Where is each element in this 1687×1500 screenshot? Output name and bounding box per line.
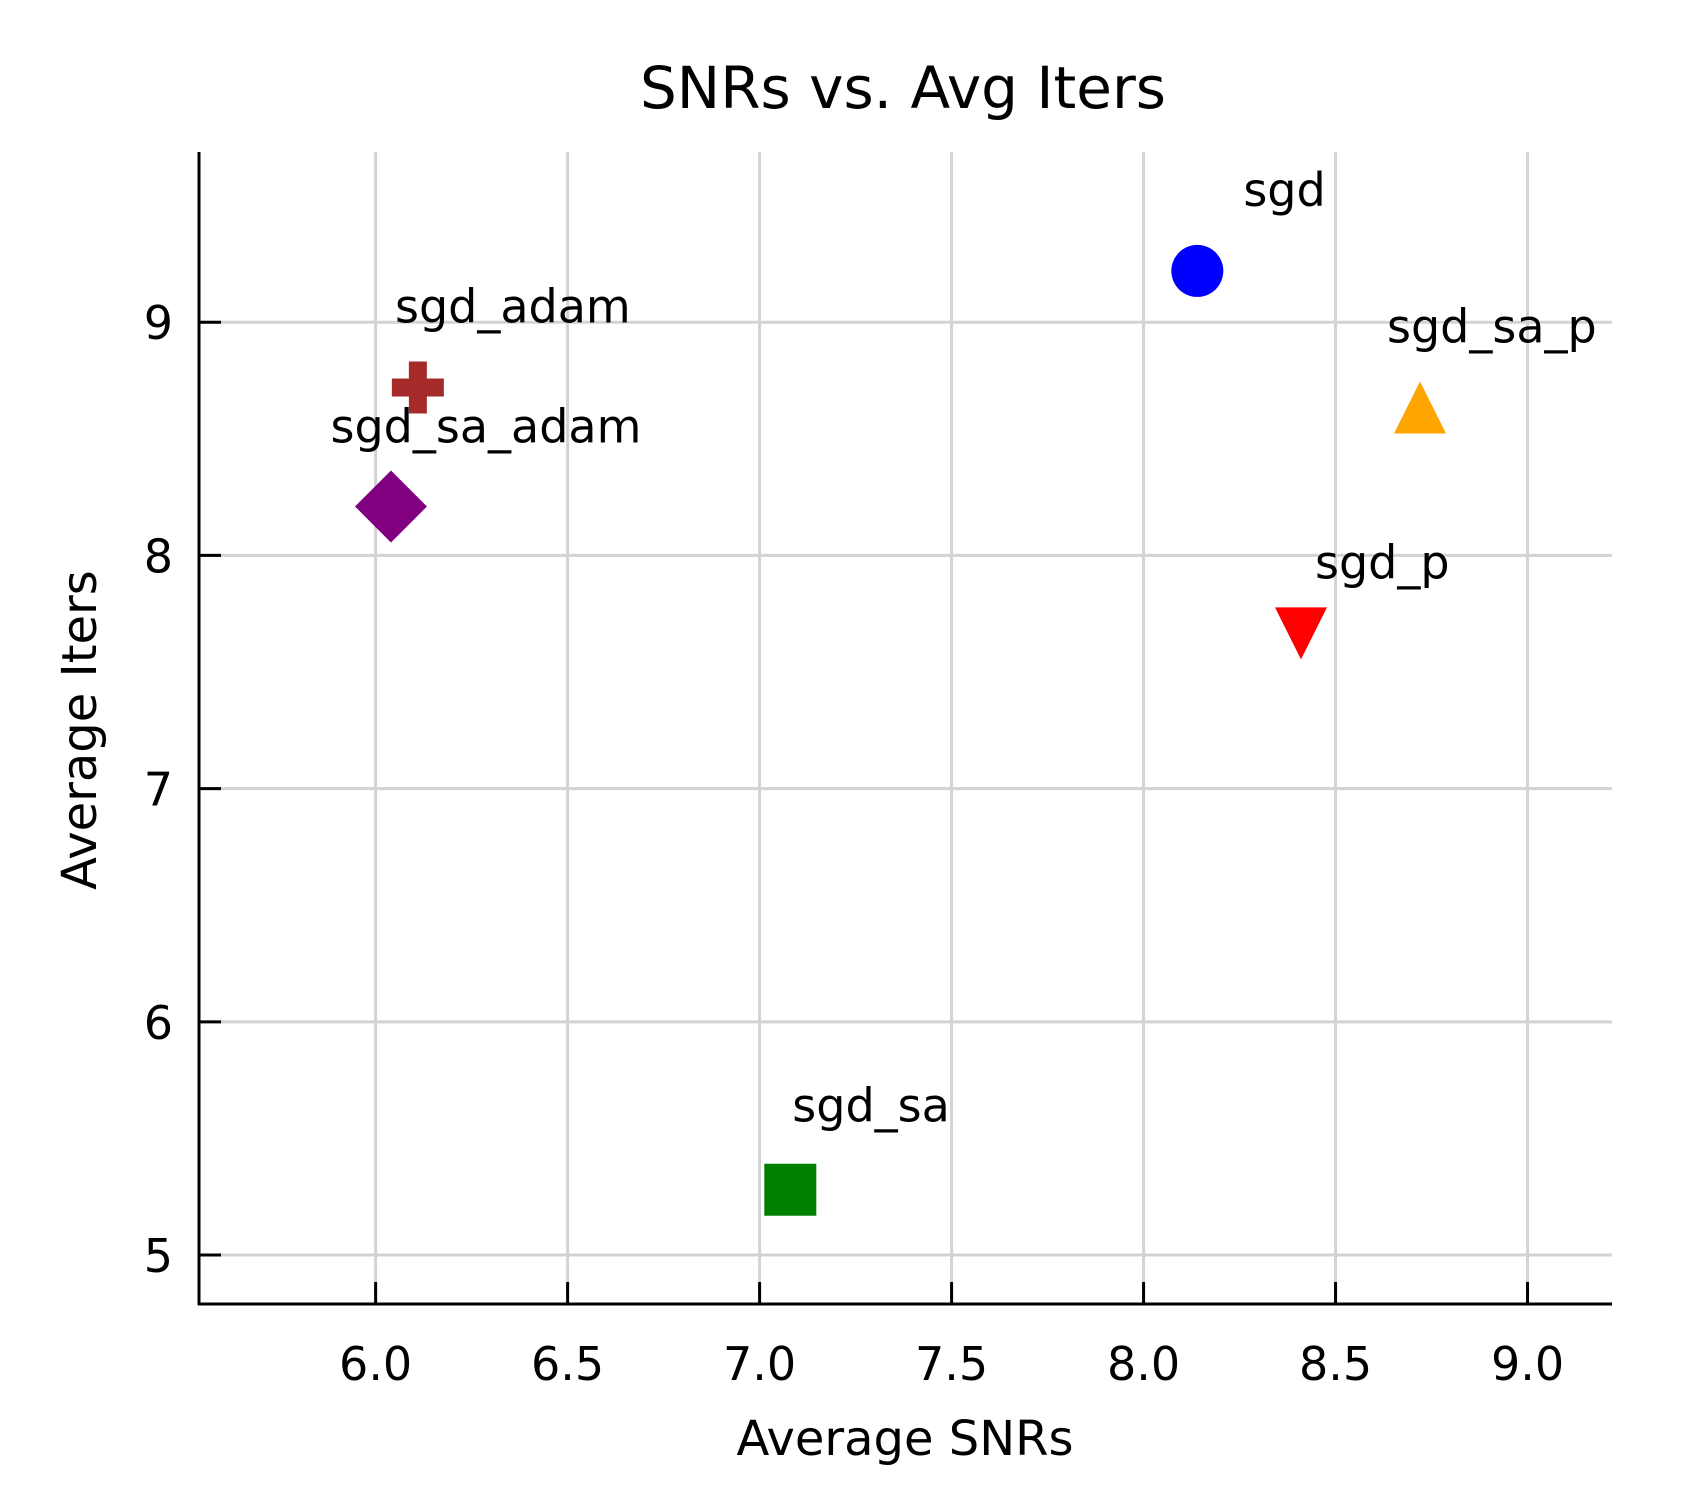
gridlines [199, 152, 1612, 1304]
chart-title: SNRs vs. Avg Iters [640, 54, 1166, 122]
y-axis-label: Average Iters [52, 570, 108, 890]
point-label: sgd_sa_p [1387, 300, 1597, 354]
x-tick-label: 7.5 [915, 1337, 988, 1391]
point-label: sgd_p [1315, 535, 1450, 589]
data-point-sgd-sa-p [1394, 381, 1447, 434]
x-tick-label: 6.0 [339, 1337, 412, 1391]
x-tick-label: 6.5 [531, 1337, 604, 1391]
x-tick-label: 8.0 [1107, 1337, 1180, 1391]
point-label: sgd [1243, 163, 1325, 217]
x-tick-label: 7.0 [723, 1337, 796, 1391]
point-label: sgd_sa_adam [331, 399, 642, 453]
y-tick-label: 7 [144, 763, 173, 817]
x-tick-label: 9.0 [1491, 1337, 1564, 1391]
x-tick-label: 8.5 [1299, 1337, 1372, 1391]
y-tick-label: 5 [144, 1229, 173, 1283]
data-point-sgd-p [1274, 607, 1327, 660]
data-point-sgd-adam [391, 361, 444, 414]
data-point-sgd [1171, 244, 1224, 297]
data-points: sgd sgd_p sgd_sa sgd_sa_p sgd_adam sgd_sa_ada… [331, 163, 1597, 1216]
y-tick-label: 9 [144, 296, 173, 350]
axis-ticks: 6.0 6.5 7.0 7.5 8.0 8.5 9.0 5 6 7 8 9 [144, 296, 1564, 1391]
y-tick-label: 8 [144, 529, 173, 583]
data-point-sgd-sa [764, 1163, 817, 1216]
point-label: sgd_sa [792, 1079, 950, 1133]
x-axis-label: Average SNRs [736, 1411, 1073, 1467]
y-tick-label: 6 [144, 996, 173, 1050]
data-point-sgd-sa-adam [354, 470, 427, 543]
point-label: sgd_adam [395, 280, 631, 334]
